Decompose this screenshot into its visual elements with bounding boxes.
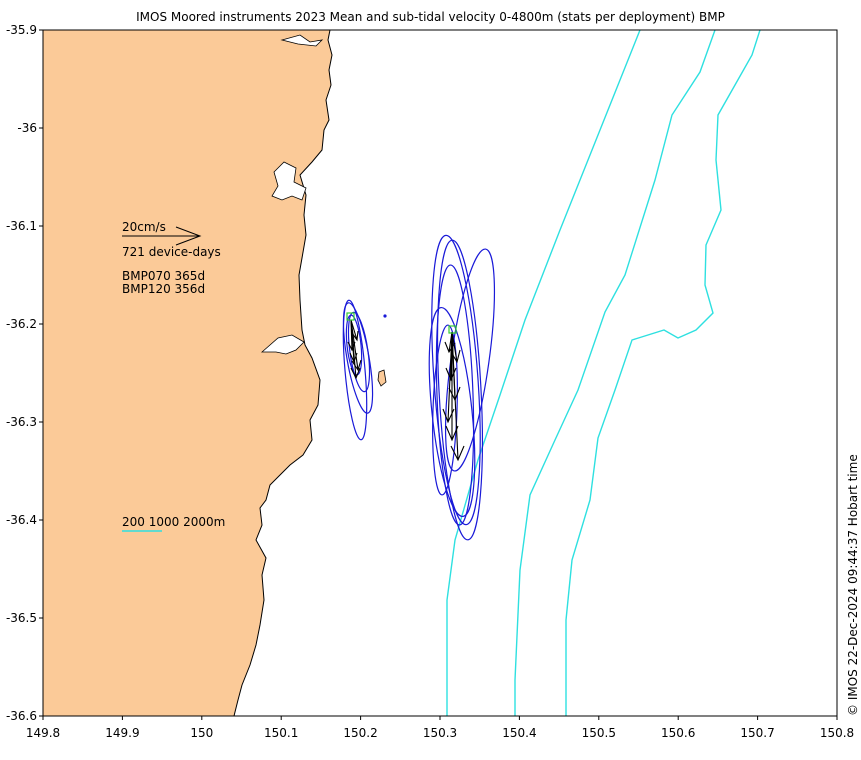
variance-ellipse <box>428 306 476 518</box>
y-tick-label: -36.1 <box>6 219 37 233</box>
mooring-marker-bmp120 <box>448 325 457 334</box>
deployment-label: BMP120 356d <box>122 282 205 296</box>
x-tick-label: 150.8 <box>820 726 854 740</box>
bmp120-arrows <box>442 331 465 462</box>
y-axis: -35.9 -36 -36.1 -36.2 -36.3 -36.4 -36.5 -36.6 <box>6 23 43 723</box>
isobaths <box>446 30 761 716</box>
inlet-middle <box>271 161 307 201</box>
x-tick-label: 149.8 <box>26 726 60 740</box>
device-days-label: 721 device-days <box>122 245 221 259</box>
mooring-dot <box>383 314 387 318</box>
coastline-land <box>43 30 333 716</box>
velocity-arrow <box>350 319 359 342</box>
deployment-label: BMP070 365d <box>122 269 205 283</box>
bmp070-arrows <box>347 319 362 380</box>
x-tick-label: 149.9 <box>105 726 139 740</box>
velocity-arrow <box>445 331 457 382</box>
scale-label: 20cm/s <box>122 220 166 234</box>
variance-ellipse <box>342 299 368 441</box>
y-tick-label: -35.9 <box>6 23 37 37</box>
inlet-north <box>280 34 324 47</box>
variance-ellipse <box>444 248 496 472</box>
mooring-marker-bmp070 <box>346 312 355 321</box>
isobath-legend-label: 200 1000 2000m <box>122 515 225 529</box>
x-tick-label: 150 <box>190 726 213 740</box>
velocity-arrow <box>444 331 456 354</box>
legend: 20cm/s 721 device-days BMP070 365d BMP12… <box>122 220 225 532</box>
variance-ellipse <box>431 234 481 526</box>
y-tick-label: -36.4 <box>6 513 37 527</box>
figure-title: IMOS Moored instruments 2023 Mean and su… <box>136 10 725 24</box>
bmp120-ellipses <box>428 234 496 541</box>
x-tick-label: 150.6 <box>661 726 695 740</box>
x-tick-label: 150.5 <box>582 726 616 740</box>
x-tick-label: 150.7 <box>740 726 774 740</box>
y-tick-label: -36 <box>17 121 37 135</box>
x-tick-label: 150.2 <box>343 726 377 740</box>
x-tick-label: 150.1 <box>264 726 298 740</box>
velocity-arrow <box>448 331 461 402</box>
isobath-1000m <box>514 30 716 716</box>
y-tick-label: -36.6 <box>6 709 37 723</box>
y-tick-label: -36.2 <box>6 317 37 331</box>
y-tick-label: -36.3 <box>6 415 37 429</box>
x-tick-label: 150.4 <box>502 726 536 740</box>
inlet-south <box>260 334 305 355</box>
timestamp-label: © IMOS 22-Dec-2024 09:44:37 Hobart time <box>846 454 860 716</box>
scale-arrow <box>122 226 202 246</box>
variance-ellipse <box>432 324 458 496</box>
velocity-arrow <box>347 319 356 352</box>
y-tick-label: -36.5 <box>6 611 37 625</box>
variance-ellipse <box>435 264 475 526</box>
velocity-arrow <box>450 331 461 364</box>
velocity-arrow <box>350 319 362 372</box>
x-tick-label: 150.3 <box>423 726 457 740</box>
x-axis: 149.8 149.9 150 150.1 150.2 150.3 150.4 150.5 15… <box>26 716 854 740</box>
island <box>377 369 387 387</box>
velocity-arrows <box>347 319 465 462</box>
isobath-200m <box>446 30 641 716</box>
isobath-2000m <box>565 30 761 716</box>
variance-ellipse <box>437 239 483 541</box>
